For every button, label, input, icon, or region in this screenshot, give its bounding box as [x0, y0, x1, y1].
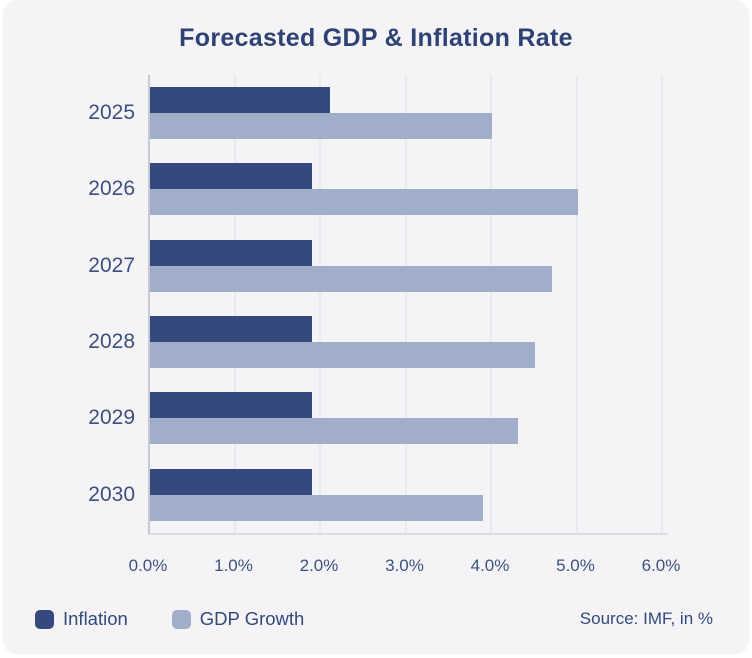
x-tick-6.0pct: 6.0%	[641, 556, 681, 575]
legend-swatch-icon	[35, 609, 54, 629]
legend: Inflation GDP Growth	[35, 605, 304, 633]
gdp-growth-bar-2026	[150, 189, 578, 216]
chart-title: Forecasted GDP & Inflation Rate	[179, 24, 573, 52]
bar-group-2028	[150, 304, 668, 380]
x-tick-5.0pct: 5.0%	[556, 556, 595, 575]
source-note: Source: IMF, in %	[579, 609, 713, 628]
gdp-growth-bar-2027	[150, 265, 552, 292]
chart-card: Forecasted GDP & Inflation Rate 2025 2026…	[3, 0, 749, 654]
gdp-growth-bar-2028	[150, 342, 535, 369]
gdp-growth-bar-2025	[150, 113, 492, 140]
inflation-bar-2026	[150, 163, 313, 190]
bar-group-2029	[150, 380, 668, 456]
gdp-growth-bar-2029	[150, 418, 518, 445]
x-axis-labels: 0.0% 1.0% 2.0% 3.0% 4.0% 5.0% 6.0%	[129, 556, 681, 582]
legend-item-gdp-growth: GDP Growth	[171, 608, 305, 630]
year-label-2028: 2028	[88, 330, 135, 354]
gdp-growth-bar-2030	[150, 494, 484, 521]
gridline	[404, 75, 407, 533]
inflation-bar-2028	[150, 316, 313, 343]
gridline	[661, 75, 663, 533]
x-tick-2.0pct: 2.0%	[299, 556, 339, 575]
year-label-2027: 2027	[88, 253, 135, 277]
bar-group-2025	[150, 75, 668, 151]
legend-swatch-icon	[171, 609, 191, 629]
inflation-bar-2030	[150, 468, 313, 495]
year-label-2029: 2029	[88, 406, 135, 430]
plot-area	[148, 75, 668, 535]
legend-item-inflation: Inflation	[35, 608, 128, 630]
bar-group-2030	[150, 457, 668, 533]
gridline	[233, 75, 236, 533]
gridline	[575, 75, 578, 533]
x-tick-1.0pct: 1.0%	[214, 556, 253, 575]
legend-label: GDP Growth	[199, 608, 305, 629]
x-tick-4.0pct: 4.0%	[470, 556, 510, 575]
legend-label: Inflation	[63, 608, 128, 629]
inflation-bar-2025	[150, 87, 330, 114]
x-tick-0.0pct: 0.0%	[128, 556, 168, 575]
gridline	[319, 75, 321, 533]
year-label-2025: 2025	[88, 101, 135, 125]
year-label-2026: 2026	[88, 177, 135, 201]
inflation-bar-2027	[150, 239, 313, 266]
gridline	[490, 75, 492, 533]
bar-group-2027	[150, 228, 668, 304]
inflation-bar-2029	[150, 392, 313, 419]
bar-group-2026	[150, 151, 668, 227]
year-label-2030: 2030	[88, 482, 135, 506]
x-tick-3.0pct: 3.0%	[385, 556, 424, 575]
